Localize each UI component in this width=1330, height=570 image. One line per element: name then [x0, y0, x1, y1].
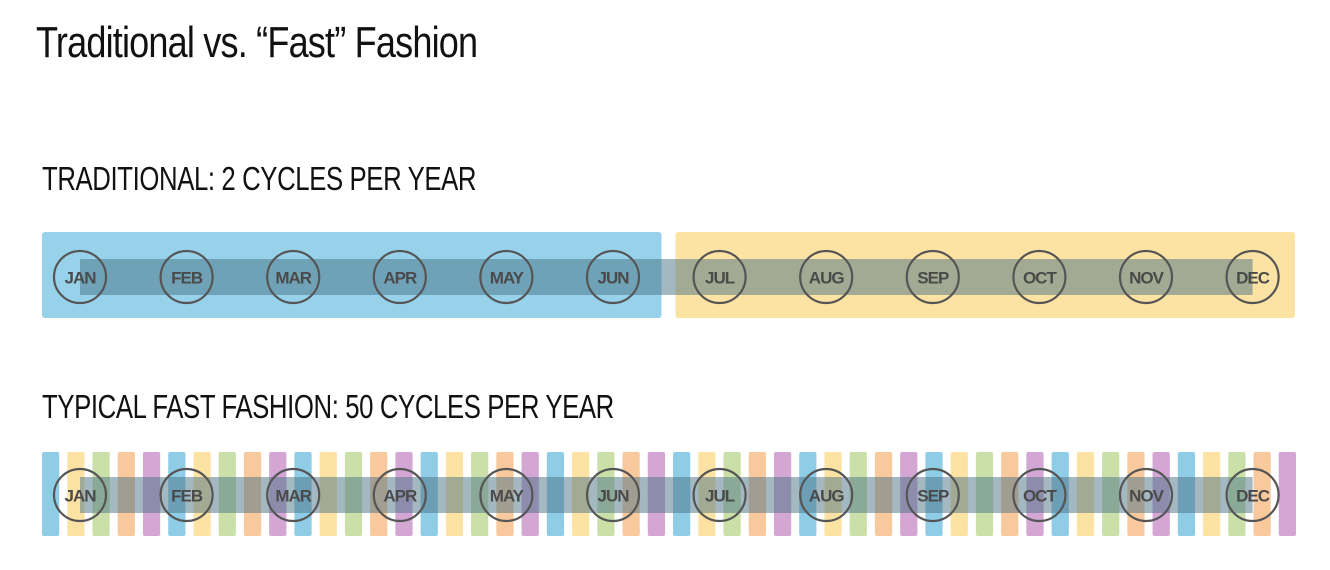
month-label-jul: JUL: [705, 269, 735, 288]
month-label-may: MAY: [490, 487, 525, 506]
month-label-oct: OCT: [1023, 487, 1058, 506]
month-label-dec: DEC: [1236, 487, 1270, 506]
month-marker-aug: [799, 249, 854, 305]
month-label-oct: OCT: [1023, 269, 1058, 288]
month-label-jan: JAN: [64, 487, 96, 506]
month-label-dec: DEC: [1236, 269, 1270, 288]
month-marker-mar: [266, 467, 321, 523]
month-marker-apr: [372, 249, 427, 305]
month-marker-may: [479, 249, 534, 305]
month-marker-mar: [266, 249, 321, 305]
month-marker-nov: [1118, 249, 1174, 305]
month-label-feb: FEB: [171, 487, 203, 506]
month-marker-dec: [1225, 467, 1280, 523]
month-label-aug: AUG: [809, 269, 845, 288]
timeline-band: [80, 259, 1253, 295]
month-marker-feb: [159, 249, 214, 305]
month-marker-jun: [585, 249, 641, 305]
month-marker-jan: [52, 467, 108, 523]
month-marker-oct: [1012, 249, 1067, 305]
month-label-apr: APR: [383, 487, 417, 506]
month-marker-sep: [905, 467, 960, 523]
month-label-sep: SEP: [917, 269, 949, 288]
month-label-apr: APR: [383, 269, 417, 288]
traditional-section-label: TRADITIONAL: 2 CYCLES PER YEAR: [42, 160, 477, 197]
month-marker-dec: [1225, 249, 1280, 305]
fast-fashion-section-label: TYPICAL FAST FASHION: 50 CYCLES PER YEAR: [42, 388, 614, 425]
traditional-timeline: JAN FEB MAR APR MAY JUN JUL AUG SEP OCT NOV DEC: [42, 232, 1295, 318]
page-title: Traditional vs. “Fast” Fashion: [36, 18, 478, 67]
month-label-aug: AUG: [809, 487, 845, 506]
month-marker-jan: [52, 249, 108, 305]
month-marker-oct: [1012, 467, 1067, 523]
month-marker-sep: [905, 249, 960, 305]
month-label-sep: SEP: [917, 487, 949, 506]
month-label-jun: JUN: [597, 269, 629, 288]
month-label-mar: MAR: [275, 269, 311, 288]
month-marker-may: [479, 467, 534, 523]
month-marker-apr: [372, 467, 427, 523]
month-label-may: MAY: [490, 269, 525, 288]
fast-cycle-block: [42, 452, 60, 536]
month-label-jan: JAN: [64, 269, 96, 288]
fast-cycle-block: [67, 452, 85, 536]
month-label-feb: FEB: [171, 269, 203, 288]
month-label-jun: JUN: [597, 487, 629, 506]
month-marker-nov: [1118, 467, 1174, 523]
month-marker-feb: [159, 467, 214, 523]
month-label-nov: NOV: [1129, 269, 1165, 288]
fast-fashion-timeline: JAN FEB MAR APR MAY JUN JUL AUG SEP OCT NOV DEC: [42, 452, 1296, 536]
month-marker-jul: [692, 467, 747, 523]
timeline-band: [80, 477, 1253, 513]
fast-cycle-block: [1278, 452, 1296, 536]
month-marker-jul: [692, 249, 747, 305]
month-marker-aug: [799, 467, 854, 523]
month-marker-jun: [585, 467, 641, 523]
month-label-mar: MAR: [275, 487, 311, 506]
month-label-jul: JUL: [705, 487, 735, 506]
month-label-nov: NOV: [1129, 487, 1165, 506]
